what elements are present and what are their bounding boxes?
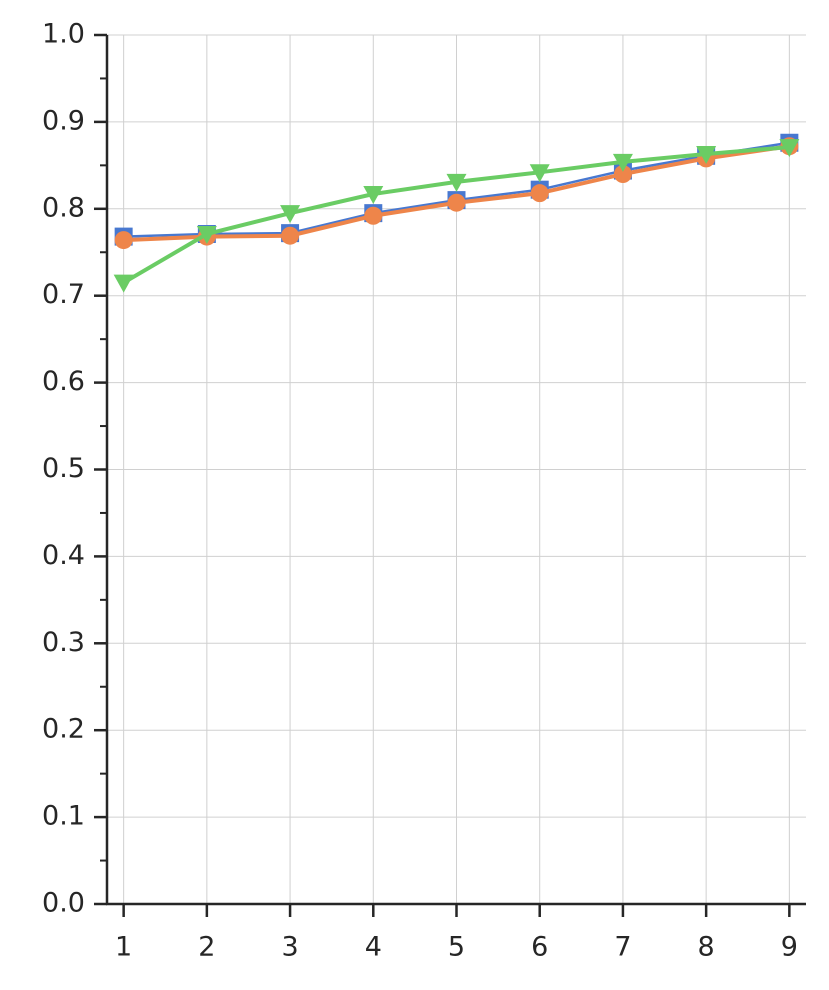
y-tick-label: 0.1 (42, 801, 85, 832)
marker (113, 274, 134, 293)
y-tick-label: 0.5 (42, 453, 85, 484)
y-tick-label: 0.0 (42, 888, 85, 919)
marker (363, 186, 384, 205)
x-tick-label: 8 (698, 932, 715, 963)
x-tick-label: 7 (614, 932, 631, 963)
x-tick-label: 2 (198, 932, 215, 963)
y-tick-label: 0.4 (42, 540, 85, 571)
x-tick-label: 3 (281, 932, 298, 963)
marker (447, 193, 466, 212)
x-tick-label: 6 (531, 932, 548, 963)
marker (529, 164, 550, 183)
marker (114, 231, 133, 250)
y-tick-label: 0.3 (42, 627, 85, 658)
marker (613, 165, 632, 184)
x-tick-label: 1 (115, 932, 132, 963)
y-tick-label: 0.2 (42, 714, 85, 745)
marker (281, 226, 300, 245)
marker (530, 184, 549, 203)
y-tick-label: 0.9 (42, 105, 85, 136)
y-tick-label: 0.6 (42, 366, 85, 397)
marker (779, 139, 800, 158)
y-tick-label: 1.0 (42, 19, 85, 50)
marker (612, 153, 633, 172)
y-tick-label: 0.8 (42, 192, 85, 223)
y-tick-label: 0.7 (42, 279, 85, 310)
x-tick-label: 9 (781, 932, 798, 963)
marker (696, 146, 717, 165)
x-tick-label: 5 (448, 932, 465, 963)
x-tick-label: 4 (365, 932, 382, 963)
marker (446, 173, 467, 192)
marker (196, 226, 217, 245)
marker (280, 205, 301, 224)
marker (364, 206, 383, 225)
